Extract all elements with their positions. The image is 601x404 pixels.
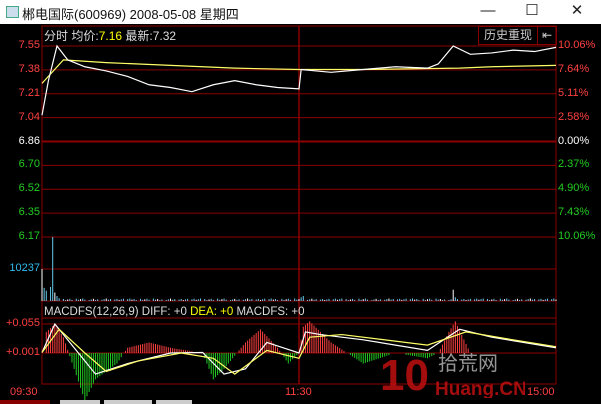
macd-tick: +0.055 <box>6 317 40 329</box>
close-button[interactable]: ✕ <box>570 2 584 19</box>
macd-title: MACDFS(12,26,9) DIFF: +0 DEA: +0 MACDFS:… <box>44 306 305 318</box>
price-tick-left: 7.38 <box>18 62 40 75</box>
arrow-left-to-bar-icon[interactable]: ⇤ <box>537 26 557 45</box>
svg-text:10: 10 <box>380 351 429 398</box>
svg-text:拾荒网: 拾荒网 <box>438 351 498 375</box>
title-bar: 郴电国际(600969) 2008-05-08 星期四 — ☐ ✕ <box>0 0 601 24</box>
price-tick-left: 6.52 <box>18 182 40 195</box>
price-tick-left: 7.04 <box>18 110 40 123</box>
price-info: 分时 均价:7.16 最新:7.32 <box>44 27 176 44</box>
price-tick-left: 7.21 <box>18 86 40 99</box>
price-tick-left: 7.55 <box>18 39 40 51</box>
mode-label: 分时 <box>44 29 69 43</box>
price-tick-left: 6.17 <box>18 230 40 242</box>
diff-label: DIFF: <box>141 306 171 318</box>
time-tick: 11:30 <box>285 386 312 398</box>
price-line <box>41 44 557 116</box>
pct-tick-right: 5.11% <box>558 86 589 99</box>
pct-tick-right: 7.64% <box>558 62 590 75</box>
app-icon <box>6 6 19 18</box>
pct-tick-right: 4.90% <box>558 182 590 195</box>
dea-line <box>41 328 557 375</box>
avg-price-line <box>41 59 557 84</box>
volume-tick: 10237 <box>9 262 40 274</box>
avg-value: 7.16 <box>98 29 123 43</box>
pct-tick-right: 2.58% <box>558 110 590 123</box>
macdfs-label: MACDFS: <box>236 306 289 318</box>
macd-name: MACDFS(12,26,9) <box>44 306 139 318</box>
price-tick-left: 6.70 <box>18 158 40 171</box>
dea-label: DEA: <box>190 306 217 318</box>
diff-line <box>41 322 557 375</box>
window-title: 郴电国际(600969) 2008-05-08 星期四 <box>22 7 239 22</box>
macdfs-value: +0 <box>291 306 305 318</box>
maximize-button[interactable]: ☐ <box>525 2 539 19</box>
watermark-logo: 10 拾荒网 Huang.CN <box>380 351 525 398</box>
pct-tick-right: 10.06% <box>558 230 596 242</box>
pct-tick-right: 7.43% <box>558 206 590 219</box>
pct-tick-right: 0.00% <box>558 134 590 147</box>
diff-value: +0 <box>173 306 187 318</box>
intraday-chart <box>41 25 557 401</box>
price-tick-left: 6.35 <box>18 206 40 219</box>
minimize-button[interactable]: — <box>480 2 496 19</box>
dea-value: +0 <box>220 306 234 318</box>
svg-text:Huang.CN: Huang.CN <box>435 379 525 398</box>
pct-tick-right: 10.06% <box>558 39 596 51</box>
avg-label: 均价: <box>71 29 99 43</box>
macd-tick: +0.001 <box>6 346 40 358</box>
time-tick: 09:30 <box>10 386 38 398</box>
price-tick-left: 6.86 <box>18 134 40 147</box>
time-tick: 15:00 <box>527 386 555 398</box>
bottom-tabs[interactable] <box>0 400 601 404</box>
last-value: 7.32 <box>152 29 177 43</box>
history-replay-button[interactable]: 历史重现 <box>478 26 538 45</box>
pct-tick-right: 2.37% <box>558 158 590 171</box>
last-label: 最新: <box>125 29 153 43</box>
